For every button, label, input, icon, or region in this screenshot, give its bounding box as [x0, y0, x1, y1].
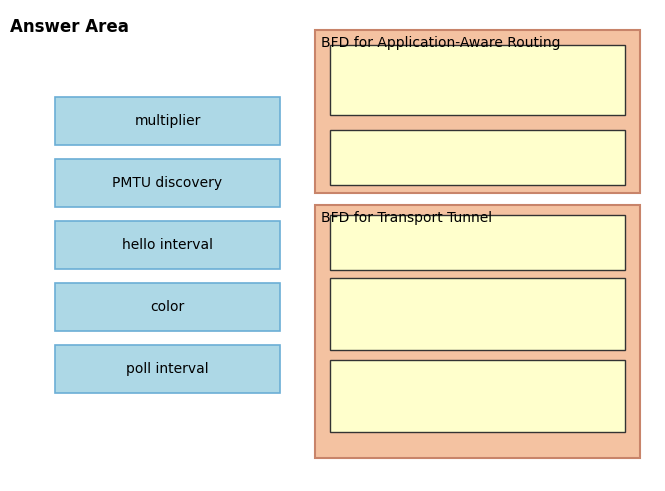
Bar — [55, 159, 280, 207]
Bar — [330, 45, 625, 115]
Text: Answer Area: Answer Area — [10, 18, 129, 36]
Bar — [330, 130, 625, 185]
Text: BFD for Application-Aware Routing: BFD for Application-Aware Routing — [321, 36, 561, 50]
Text: BFD for Transport Tunnel: BFD for Transport Tunnel — [321, 211, 492, 225]
Bar — [55, 221, 280, 269]
Bar — [330, 278, 625, 350]
Bar — [55, 97, 280, 145]
Bar — [330, 360, 625, 432]
Bar — [55, 283, 280, 331]
Text: poll interval: poll interval — [126, 362, 209, 376]
Text: multiplier: multiplier — [134, 114, 201, 128]
Bar — [315, 205, 640, 458]
Bar — [315, 30, 640, 193]
Text: hello interval: hello interval — [122, 238, 213, 252]
Bar — [55, 345, 280, 393]
Bar — [330, 215, 625, 270]
Text: PMTU discovery: PMTU discovery — [112, 176, 223, 190]
Text: color: color — [150, 300, 185, 314]
